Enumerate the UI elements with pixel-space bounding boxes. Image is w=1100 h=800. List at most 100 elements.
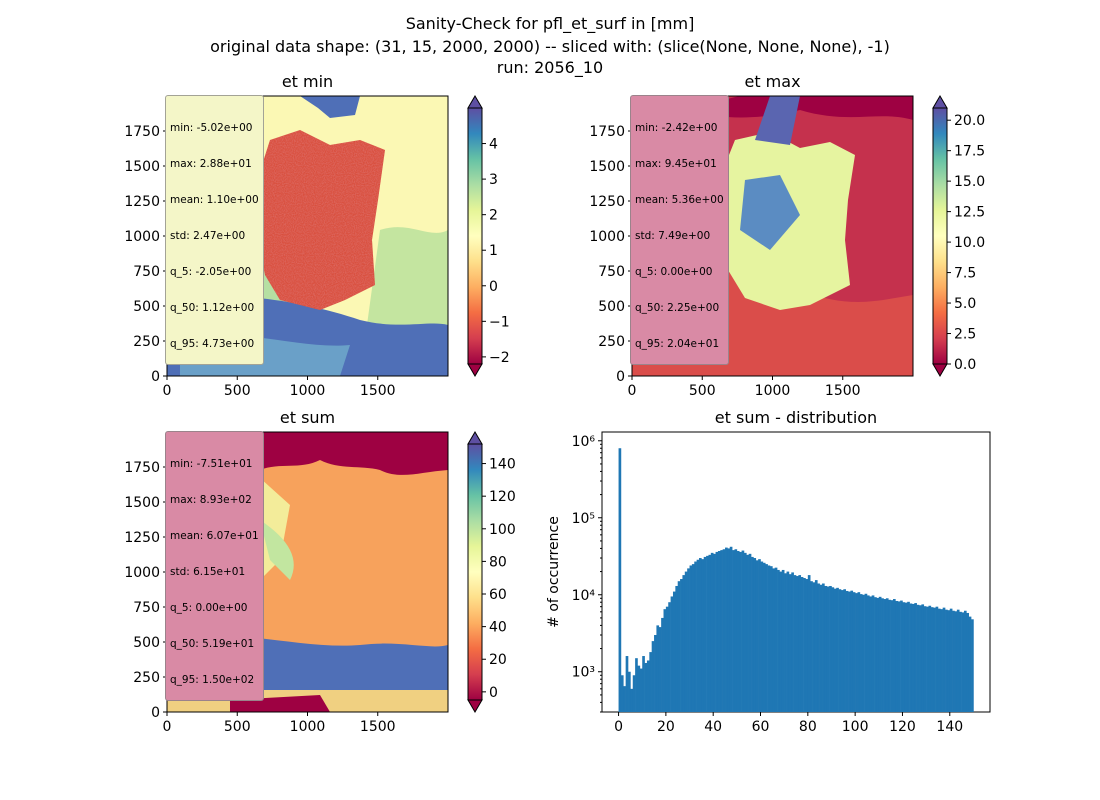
histogram-bar xyxy=(661,617,664,712)
suptitle-line-2: original data shape: (31, 15, 2000, 2000… xyxy=(210,37,890,56)
histogram-bar xyxy=(848,591,851,712)
title-et-sum: et sum xyxy=(279,408,336,427)
histogram-bar xyxy=(836,587,839,712)
stat-min: min: -7.51e+01 xyxy=(170,458,253,470)
histogram-bar xyxy=(708,554,712,712)
histogram-bar xyxy=(845,590,849,712)
colorbar-tick-label: −1 xyxy=(489,314,510,330)
histogram-bar xyxy=(637,665,641,712)
colorbar-extend-down xyxy=(932,363,948,377)
histogram-bar xyxy=(838,589,842,712)
stat-q5: q_5: 0.00e+00 xyxy=(170,602,248,614)
y-tick-label: 1250 xyxy=(124,194,160,210)
histogram-bar xyxy=(803,578,806,712)
histogram-bar xyxy=(746,554,749,712)
histogram-bar xyxy=(796,576,799,712)
histogram-bar xyxy=(819,584,823,712)
colorbar-tick-label: 60 xyxy=(489,587,507,603)
histogram-bar xyxy=(779,571,783,712)
stat-min: min: -2.42e+00 xyxy=(635,122,718,134)
colorbar-tick-label: 40 xyxy=(489,620,507,636)
histogram-bar xyxy=(699,558,702,712)
x-tick-label: 140 xyxy=(936,719,963,735)
y-tick-label: 1000 xyxy=(589,229,625,245)
histogram-bar xyxy=(777,569,780,712)
histogram-bar xyxy=(751,556,754,712)
histogram-bar xyxy=(949,608,953,712)
colorbar-tick-label: 140 xyxy=(489,457,516,473)
histogram-bar xyxy=(713,553,716,712)
stat-max: max: 9.45e+01 xyxy=(635,158,717,170)
histogram-bar xyxy=(710,552,714,712)
histogram-bar xyxy=(767,565,771,712)
x-tick-label: 1000 xyxy=(290,383,326,399)
histogram-bar xyxy=(682,575,686,712)
histogram-bar xyxy=(829,585,832,712)
histogram-bar xyxy=(876,597,880,712)
stat-std: std: 2.47e+00 xyxy=(170,230,246,242)
colorbar-et-min xyxy=(467,95,483,377)
histogram-bar xyxy=(628,671,631,712)
histogram-bar xyxy=(781,569,785,712)
colorbar-extend-down xyxy=(467,363,483,377)
stats-box-et-sum: min: -7.51e+01 max: 8.93e+02 mean: 6.07e… xyxy=(165,431,264,701)
histogram-bar xyxy=(904,602,908,712)
histogram-bar xyxy=(696,559,700,712)
colorbar-tick-label: 80 xyxy=(489,554,507,570)
colorbar-tick-label: 17.5 xyxy=(954,144,985,160)
stat-std: std: 7.49e+00 xyxy=(635,230,711,242)
histogram-bar xyxy=(893,599,896,712)
histogram-bar xyxy=(850,590,854,712)
histogram-bar xyxy=(734,549,738,712)
histogram-bar xyxy=(916,604,920,712)
histogram-bar xyxy=(840,590,844,712)
map-germany-north-high xyxy=(755,96,800,145)
histogram-bar xyxy=(743,552,747,712)
histogram-bar xyxy=(654,635,657,712)
y-tick-label: 10⁵ xyxy=(572,511,595,527)
histogram-bar xyxy=(680,579,683,712)
histogram-bar xyxy=(902,602,906,712)
stat-q5: q_5: 0.00e+00 xyxy=(635,266,713,278)
histogram-bar xyxy=(715,551,719,712)
histogram-bar xyxy=(954,611,958,712)
panel-et-min xyxy=(167,96,448,376)
map-region-north-sea xyxy=(300,96,360,118)
histogram-bar xyxy=(670,596,674,712)
histogram-bar xyxy=(857,592,861,712)
y-tick-label: 1250 xyxy=(124,530,160,546)
histogram-bar xyxy=(703,556,707,712)
colorbar-tick-label: 4 xyxy=(489,137,498,153)
histogram-bar xyxy=(769,566,773,712)
stat-q50: q_50: 2.25e+00 xyxy=(635,302,720,314)
colorbar-tick-label: 0 xyxy=(489,685,498,701)
histogram-bar xyxy=(885,598,889,712)
colorbar-extend-up xyxy=(467,95,483,109)
histogram-bar xyxy=(807,575,811,712)
stat-q95: q_95: 1.50e+02 xyxy=(170,674,255,686)
x-tick-label: 1500 xyxy=(360,383,396,399)
title-histogram: et sum - distribution xyxy=(714,408,878,427)
histogram-bar xyxy=(874,597,877,712)
colorbar-extend-up xyxy=(467,431,483,445)
histogram-bar xyxy=(722,549,726,712)
histogram-bar xyxy=(945,609,948,712)
histogram-bar xyxy=(937,608,941,712)
histogram-bar xyxy=(878,596,882,712)
histogram-bar xyxy=(720,550,723,712)
histogram-bar xyxy=(800,577,804,712)
stat-mean: mean: 1.10e+00 xyxy=(170,194,259,206)
histogram-bar xyxy=(788,574,792,712)
colorbar-et-max xyxy=(932,95,948,377)
histogram-bar xyxy=(952,610,955,712)
histogram-bar xyxy=(826,586,830,712)
histogram-bars xyxy=(618,448,974,712)
histogram-bar xyxy=(812,582,816,712)
histogram-bar xyxy=(814,580,818,712)
histogram-bar xyxy=(656,625,660,712)
histogram-bar xyxy=(883,599,887,712)
stat-max: max: 8.93e+02 xyxy=(170,494,252,506)
histogram-bar xyxy=(758,559,761,712)
histogram-bar xyxy=(911,603,915,712)
histogram-bar xyxy=(687,568,690,712)
